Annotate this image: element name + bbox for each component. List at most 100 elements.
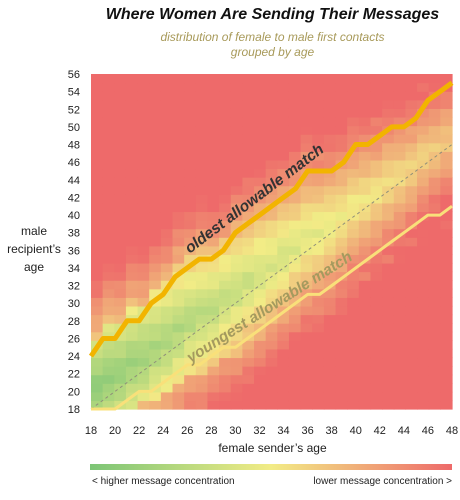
heatmap-cell: [102, 168, 115, 178]
heatmap-cell: [195, 116, 209, 127]
heatmap-cell: [114, 374, 127, 384]
heatmap-cell: [91, 245, 104, 255]
heatmap-cell: [405, 297, 418, 307]
heatmap-cell: [184, 245, 197, 255]
heatmap-cell: [323, 177, 337, 187]
heatmap-cell: [172, 108, 185, 118]
heatmap-cell: [125, 228, 139, 238]
heatmap-cell: [300, 211, 313, 221]
heatmap-cell: [172, 177, 185, 187]
heatmap-cell: [265, 82, 278, 92]
heatmap-cell: [114, 305, 127, 316]
heatmap-cell: [382, 142, 395, 152]
heatmap-cell: [254, 305, 267, 316]
heatmap-cell: [230, 348, 243, 359]
heatmap-cell: [254, 159, 267, 170]
heatmap-cell: [300, 125, 313, 135]
heatmap-cell: [125, 142, 139, 152]
heatmap-cell: [312, 305, 325, 316]
heatmap-cell: [114, 340, 127, 350]
heatmap-cell: [137, 391, 150, 402]
heatmap-cell: [405, 125, 418, 135]
heatmap-cell: [184, 159, 197, 170]
heatmap-cell: [347, 159, 360, 170]
heatmap-cell: [347, 400, 360, 410]
heatmap-cell: [393, 245, 407, 255]
heatmap-cell: [195, 151, 209, 161]
heatmap-cell: [160, 314, 174, 324]
heatmap-cell: [428, 99, 441, 109]
heatmap-cell: [347, 314, 360, 324]
heatmap-cell: [323, 305, 337, 316]
y-tick-label: 56: [68, 69, 80, 81]
heatmap-cell: [428, 288, 441, 298]
heatmap-cell: [149, 116, 162, 127]
heatmap-cell: [160, 177, 174, 187]
heatmap-cell: [160, 211, 174, 221]
heatmap-cell: [230, 314, 243, 324]
heatmap-cell: [91, 177, 104, 187]
heatmap-cell: [428, 74, 441, 84]
heatmap-cell: [428, 82, 441, 92]
heatmap-cell: [335, 348, 348, 359]
heatmap-cell: [370, 202, 383, 213]
heatmap-cell: [417, 202, 430, 213]
heatmap-cell: [219, 185, 232, 195]
heatmap-cell: [323, 323, 337, 333]
heatmap-cell: [137, 168, 150, 178]
heatmap-cell: [172, 91, 185, 101]
heatmap-cell: [160, 151, 174, 161]
heatmap-cell: [277, 314, 290, 324]
heatmap-cell: [184, 254, 197, 264]
heatmap-cell: [370, 74, 383, 84]
heatmap-cell: [428, 374, 441, 384]
heatmap-cell: [277, 357, 290, 367]
heatmap-cell: [207, 91, 220, 101]
heatmap-cell: [184, 99, 197, 109]
heatmap-cell: [207, 134, 220, 144]
heatmap-cell: [230, 391, 243, 402]
heatmap-cell: [347, 177, 360, 187]
heatmap-cell: [160, 305, 174, 316]
heatmap-cell: [405, 314, 418, 324]
heatmap-cell: [428, 202, 441, 213]
heatmap-cell: [440, 254, 453, 264]
heatmap-cell: [102, 116, 115, 127]
heatmap-cell: [125, 82, 139, 92]
heatmap-cell: [125, 245, 139, 255]
heatmap-cell: [172, 194, 185, 204]
heatmap-cell: [184, 271, 197, 281]
heatmap-cell: [358, 297, 372, 307]
heatmap-cell: [160, 125, 174, 135]
heatmap-cell: [440, 374, 453, 384]
heatmap-cell: [160, 74, 174, 84]
heatmap-cell: [195, 185, 209, 195]
heatmap-cell: [149, 134, 162, 144]
heatmap-cell: [195, 108, 209, 118]
heatmap-cell: [358, 323, 372, 333]
heatmap-cell: [160, 348, 174, 359]
heatmap-cell: [207, 340, 220, 350]
legend-lower-label: lower message concentration >: [313, 476, 452, 487]
heatmap-cell: [172, 357, 185, 367]
heatmap-cell: [417, 228, 430, 238]
heatmap-cell: [242, 99, 255, 109]
heatmap-cell: [405, 374, 418, 384]
heatmap-cell: [265, 91, 278, 101]
heatmap-cell: [335, 194, 348, 204]
y-tick-label: 52: [68, 104, 80, 116]
heatmap-cell: [347, 99, 360, 109]
heatmap-cell: [358, 383, 372, 393]
x-axis-label: female sender’s age: [218, 441, 327, 455]
heatmap-cell: [440, 151, 453, 161]
heatmap-cell: [149, 271, 162, 281]
heatmap-cell: [300, 134, 313, 144]
heatmap-cell: [335, 340, 348, 350]
heatmap-cell: [184, 374, 197, 384]
heatmap-cell: [428, 194, 441, 204]
heatmap-cell: [265, 391, 278, 402]
heatmap-cell: [207, 125, 220, 135]
heatmap-cell: [288, 74, 302, 84]
heatmap-cell: [114, 177, 127, 187]
heatmap-cell: [440, 99, 453, 109]
